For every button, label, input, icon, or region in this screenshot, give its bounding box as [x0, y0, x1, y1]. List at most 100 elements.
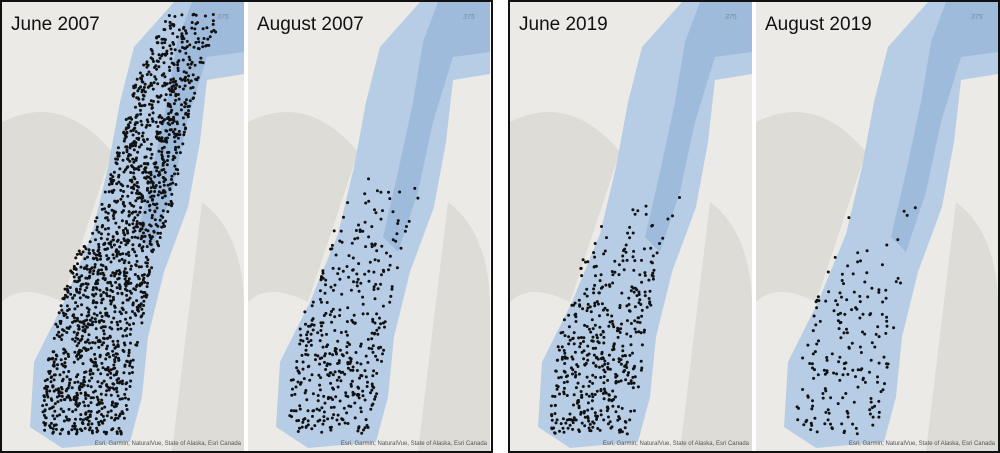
observation-point — [131, 243, 135, 247]
observation-point — [52, 364, 56, 368]
observation-point — [375, 189, 379, 193]
observation-point — [847, 216, 851, 220]
observation-point — [128, 201, 132, 205]
observation-point — [181, 58, 185, 62]
observation-point — [103, 227, 107, 231]
observation-point — [863, 380, 867, 384]
observation-point — [661, 236, 665, 240]
deep-water — [383, 2, 490, 252]
observation-point — [184, 29, 188, 33]
map-panel-june-2019[interactable]: June 2019 375 Esri, Garmin, NaturalVue, St… — [510, 2, 752, 451]
observation-point — [153, 190, 157, 193]
observation-point — [134, 199, 138, 203]
observation-point — [586, 408, 590, 412]
observation-point — [109, 240, 113, 244]
observation-point — [845, 331, 849, 335]
observation-point — [117, 414, 121, 418]
observation-point — [148, 239, 152, 243]
observation-point — [184, 102, 188, 106]
map-panel-august-2007[interactable]: August 2007 375 Esri, Garmin, NaturalVue, … — [248, 2, 490, 451]
observation-point — [149, 156, 153, 160]
observation-point — [870, 406, 874, 410]
observation-point — [801, 388, 805, 391]
observation-point — [111, 295, 115, 299]
observation-point — [122, 350, 126, 353]
observation-point — [896, 276, 900, 280]
observation-point — [877, 399, 881, 403]
observation-point — [176, 63, 180, 67]
observation-point — [326, 343, 330, 347]
observation-point — [82, 380, 86, 383]
observation-point — [304, 425, 308, 429]
observation-point — [363, 369, 367, 373]
observation-point — [67, 407, 71, 411]
observation-point — [579, 336, 583, 339]
observation-point — [370, 347, 374, 351]
observation-point — [97, 420, 100, 424]
observation-point — [41, 404, 45, 408]
observation-point — [609, 426, 613, 430]
observation-point — [167, 133, 171, 137]
observation-point — [317, 373, 321, 377]
observation-point — [364, 201, 368, 205]
observation-point — [318, 339, 322, 343]
observation-point — [858, 294, 862, 298]
observation-point — [388, 254, 392, 258]
observation-point — [383, 320, 387, 324]
observation-point — [636, 320, 640, 324]
observation-point — [312, 323, 316, 327]
observation-point — [310, 373, 314, 377]
observation-point — [143, 280, 147, 284]
observation-point — [388, 263, 392, 267]
observation-point — [137, 244, 141, 248]
observation-point — [87, 251, 91, 255]
observation-point — [580, 274, 584, 278]
observation-point — [337, 361, 341, 365]
observation-point — [331, 307, 335, 311]
observation-point — [91, 301, 95, 305]
observation-point — [129, 341, 132, 345]
observation-point — [125, 359, 129, 363]
map-panel-august-2019[interactable]: August 2019 375 Esri, Garmin, NaturalVue, … — [756, 2, 998, 451]
observation-point — [830, 352, 834, 356]
observation-point — [598, 314, 601, 318]
observation-point — [94, 417, 98, 421]
observation-point — [55, 367, 59, 371]
observation-point — [121, 252, 125, 256]
map-panel-june-2007[interactable]: June 2007 375 Esri, Garmin, NaturalVue, St… — [2, 2, 244, 451]
observation-point — [318, 289, 322, 293]
observation-point — [101, 276, 105, 280]
observation-point — [78, 388, 82, 392]
observation-point — [68, 396, 72, 400]
observation-point — [153, 218, 157, 222]
observation-point — [592, 421, 596, 425]
observation-point — [63, 287, 67, 291]
observation-point — [113, 346, 117, 350]
observation-point — [115, 248, 119, 252]
observation-point — [364, 245, 368, 249]
observation-point — [115, 432, 119, 435]
observation-point — [593, 304, 597, 308]
observation-point — [98, 355, 102, 359]
observation-point — [149, 235, 153, 239]
observation-point — [335, 378, 339, 382]
observation-point — [569, 418, 573, 422]
observation-point — [591, 395, 595, 399]
observation-point — [190, 26, 194, 30]
observation-point — [323, 401, 327, 405]
observation-point — [196, 37, 200, 41]
observation-point — [62, 329, 66, 333]
observation-point — [95, 225, 99, 229]
observation-point — [585, 294, 589, 298]
observation-point — [164, 93, 168, 97]
observation-point — [383, 325, 386, 329]
observation-point — [563, 355, 567, 359]
observation-point — [568, 338, 572, 342]
observation-point — [76, 393, 79, 397]
observation-point — [814, 300, 818, 304]
observation-point — [592, 361, 595, 365]
observation-point — [164, 129, 168, 133]
observation-point — [150, 249, 154, 253]
observation-point — [302, 418, 306, 422]
observation-point — [149, 177, 153, 181]
